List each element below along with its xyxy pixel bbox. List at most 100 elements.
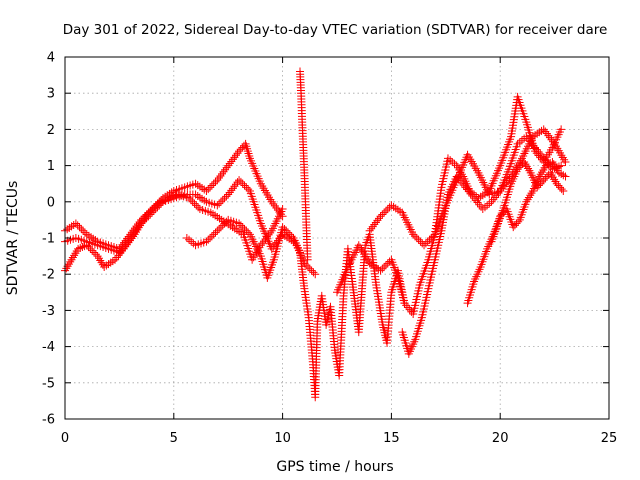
data-point — [414, 235, 423, 244]
y-tick-label: -5 — [42, 376, 55, 391]
data-point — [225, 159, 234, 168]
data-point — [238, 223, 247, 232]
data-point — [557, 185, 566, 194]
data-point — [539, 125, 548, 134]
data-point — [284, 228, 293, 237]
data-point — [559, 186, 568, 195]
data-point — [213, 176, 222, 185]
data-point — [381, 261, 390, 270]
data-point — [88, 246, 97, 255]
data-point — [427, 234, 436, 242]
series-track-5 — [296, 67, 312, 264]
data-point — [211, 228, 220, 237]
x-tick-label: 10 — [274, 431, 291, 446]
data-point — [269, 242, 278, 251]
data-point — [309, 268, 318, 277]
data-point — [512, 219, 521, 228]
x-tick-label: 0 — [61, 431, 69, 446]
data-point — [225, 188, 234, 197]
data-point — [552, 179, 561, 188]
data-point — [129, 232, 138, 241]
data-point — [148, 205, 157, 214]
data-point — [410, 232, 419, 241]
y-tick-label: 3 — [47, 87, 55, 102]
data-point — [556, 183, 565, 192]
data-point — [420, 241, 429, 250]
data-point — [545, 133, 554, 142]
data-point — [542, 172, 551, 181]
data-point — [220, 219, 229, 228]
data-point — [240, 224, 249, 233]
data-point — [303, 255, 312, 264]
data-point — [380, 208, 389, 217]
data-point — [141, 212, 150, 221]
data-point — [269, 199, 278, 208]
y-tick-label: -6 — [42, 413, 55, 428]
chart-title: Day 301 of 2022, Sidereal Day-to-day VTE… — [63, 22, 608, 38]
data-point — [125, 236, 134, 245]
data-point — [378, 210, 387, 219]
data-point — [119, 244, 128, 253]
data-point — [514, 217, 523, 226]
data-point — [425, 235, 434, 244]
data-point — [231, 151, 240, 160]
data-point — [510, 221, 519, 230]
data-point — [80, 228, 89, 237]
data-point — [77, 224, 86, 233]
data-point — [216, 197, 225, 206]
data-point — [90, 248, 99, 257]
data-point — [242, 183, 251, 192]
data-point — [376, 212, 385, 221]
data-point — [509, 223, 518, 232]
data-point — [412, 234, 421, 242]
data-point — [272, 204, 281, 213]
data-point — [423, 237, 432, 246]
data-point — [240, 181, 249, 190]
data-point — [228, 184, 237, 193]
data-point — [256, 241, 265, 250]
y-tick-label: -1 — [42, 232, 55, 247]
data-point — [217, 169, 226, 178]
data-point — [236, 145, 245, 154]
data-point — [186, 195, 195, 204]
data-point — [209, 230, 218, 239]
data-point — [367, 224, 376, 233]
data-point — [287, 232, 296, 241]
data-point — [541, 127, 550, 136]
data-point — [235, 176, 244, 185]
data-point — [368, 222, 377, 231]
data-point — [515, 163, 524, 172]
data-point — [202, 186, 211, 195]
data-point — [227, 186, 236, 195]
data-point — [549, 137, 558, 146]
x-tick-label: 20 — [492, 431, 509, 446]
data-point — [557, 125, 566, 134]
data-point — [235, 147, 244, 156]
data-point — [533, 183, 542, 192]
data-point — [122, 240, 131, 249]
data-point — [242, 226, 251, 235]
x-axis-title: GPS time / hours — [276, 459, 393, 475]
y-tick-label: -2 — [42, 268, 55, 283]
data-point — [557, 161, 566, 170]
y-tick-label: 4 — [47, 51, 55, 66]
data-point — [188, 197, 197, 206]
data-point — [75, 223, 84, 232]
data-point — [261, 235, 270, 244]
data-point — [270, 201, 279, 210]
data-point — [365, 226, 374, 235]
data-point — [421, 239, 430, 248]
data-point — [140, 215, 149, 224]
data-point — [224, 190, 233, 199]
data-point — [204, 185, 213, 194]
data-point — [145, 208, 154, 217]
data-point — [86, 244, 95, 253]
y-tick-label: 0 — [47, 195, 55, 210]
data-point — [216, 171, 225, 180]
series-track-8 — [365, 125, 570, 250]
data-point — [378, 264, 387, 273]
data-point — [303, 262, 312, 271]
data-point — [554, 181, 563, 190]
